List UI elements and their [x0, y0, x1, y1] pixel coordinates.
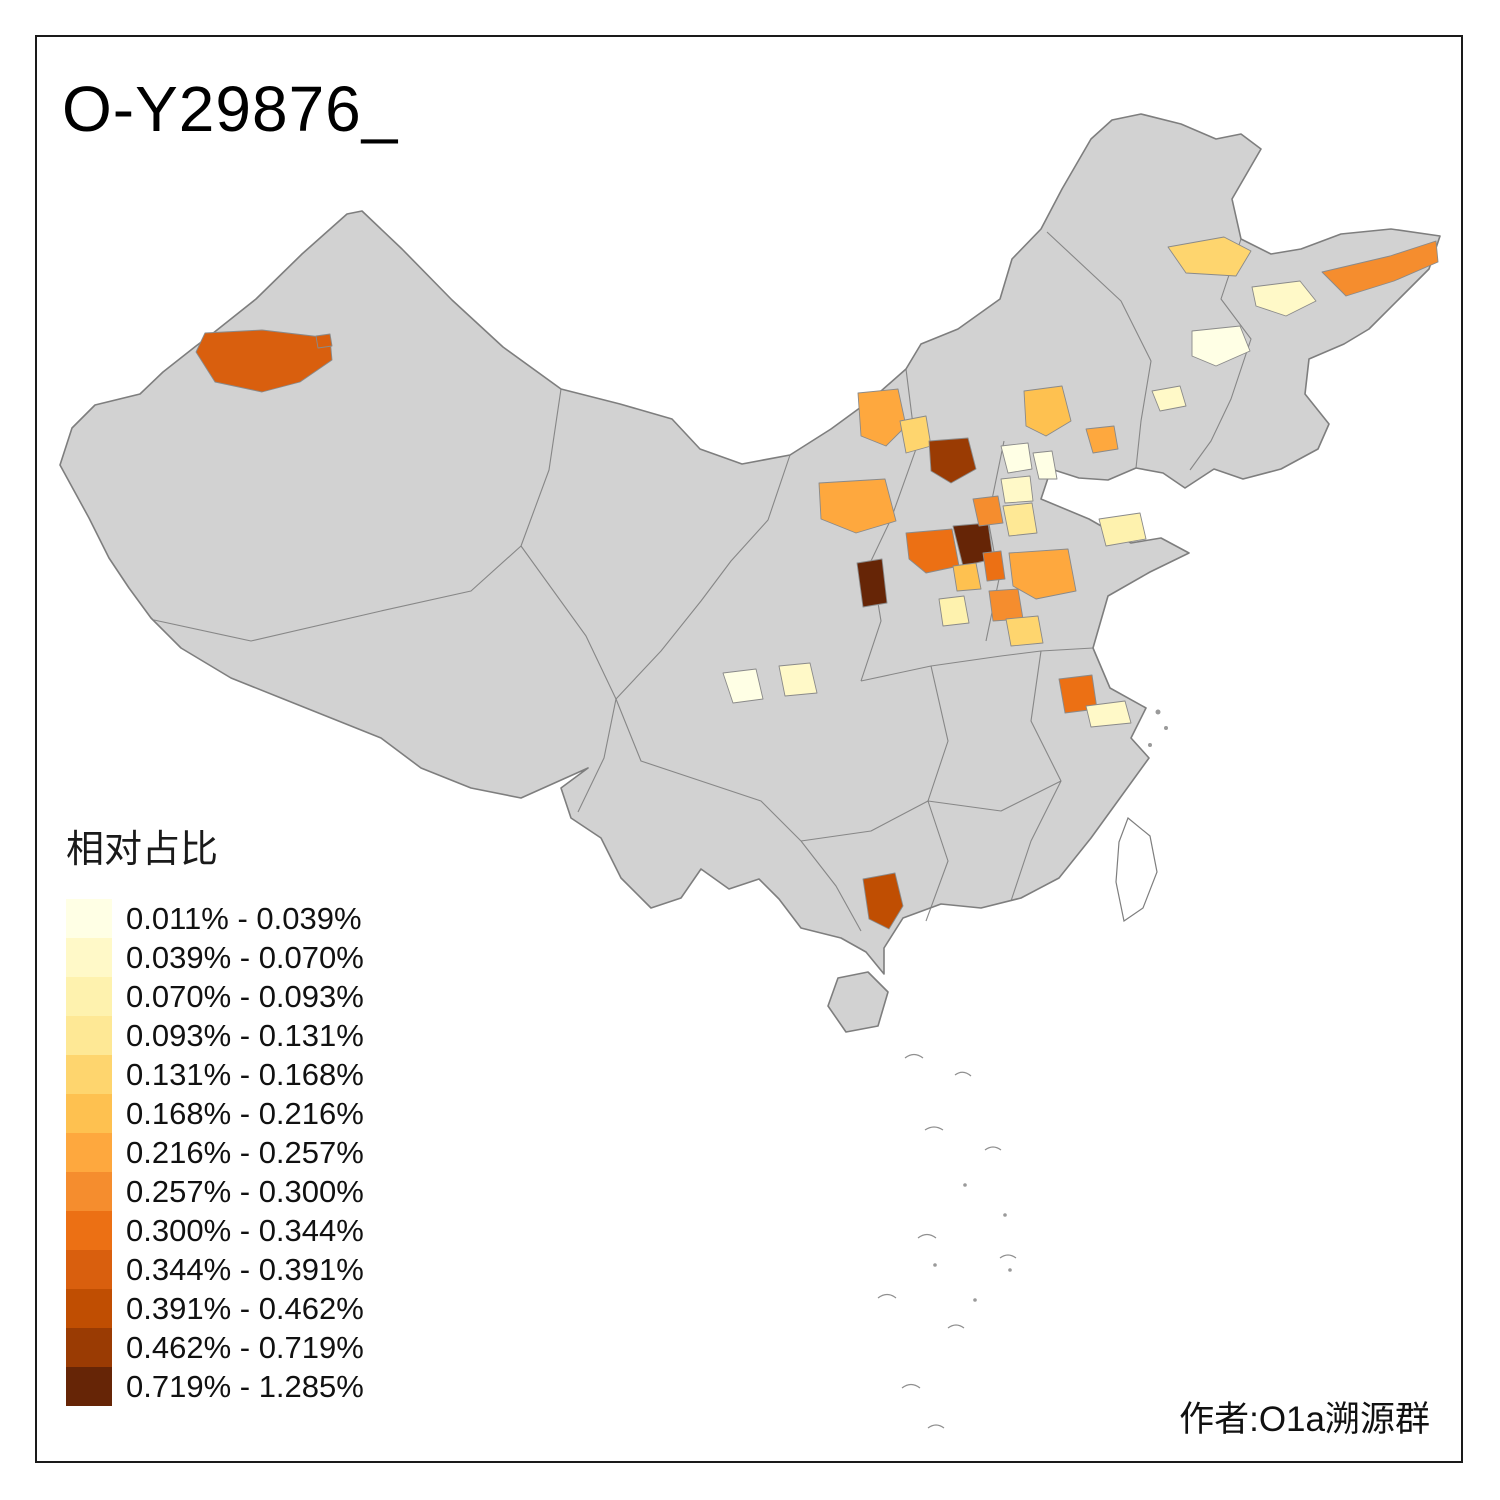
map-region-ne-pale-low[interactable] — [1191, 325, 1251, 367]
legend-item: 0.216% - 0.257% — [66, 1133, 364, 1172]
legend-swatch — [66, 1367, 112, 1406]
map-region-ne-pale-small[interactable] — [1151, 385, 1187, 412]
chart-title: O-Y29876_ — [62, 73, 399, 145]
legend-swatch — [66, 1055, 112, 1094]
legend-swatch — [66, 938, 112, 977]
legend-swatch — [66, 1094, 112, 1133]
legend-swatch — [66, 1172, 112, 1211]
legend-swatch — [66, 977, 112, 1016]
map-region-tianjin-pale[interactable] — [1032, 450, 1058, 480]
legend-swatch — [66, 1211, 112, 1250]
map-region-im-west-orange[interactable] — [857, 388, 907, 447]
legend-item: 0.462% - 0.719% — [66, 1328, 364, 1367]
legend-swatch — [66, 1250, 112, 1289]
highlighted-regions-layer — [195, 236, 1439, 930]
legend-title: 相对占比 — [66, 829, 219, 871]
legend-label: 0.131% - 0.168% — [126, 1056, 364, 1092]
author-credit: 作者:O1a溯源群 — [1179, 1400, 1430, 1439]
legend-label: 0.300% - 0.344% — [126, 1212, 364, 1248]
legend-item: 0.011% - 0.039% — [66, 899, 364, 938]
map-region-shandong-west[interactable] — [1008, 548, 1077, 600]
legend-item: 0.131% - 0.168% — [66, 1055, 364, 1094]
legend-label: 0.719% - 1.285% — [126, 1368, 364, 1404]
map-region-shanxi-orange[interactable] — [972, 495, 1004, 527]
legend-item: 0.168% - 0.216% — [66, 1094, 364, 1133]
legend-label: 0.070% - 0.093% — [126, 978, 364, 1014]
map-region-shijiazhuang-light[interactable] — [1002, 502, 1038, 537]
legend-swatch — [66, 1328, 112, 1367]
legend-swatch — [66, 899, 112, 938]
china-mainland — [59, 113, 1441, 975]
legend-label: 0.344% - 0.391% — [126, 1251, 364, 1287]
taiwan-island — [1115, 817, 1158, 923]
legend-swatch — [66, 1133, 112, 1172]
map-region-im-east-orange[interactable] — [1023, 385, 1072, 437]
map-region-ordos-orange[interactable] — [818, 478, 897, 534]
legend-item: 0.719% - 1.285% — [66, 1367, 364, 1406]
legend-item: 0.391% - 0.462% — [66, 1289, 364, 1328]
map-region-shandong-pen-pale[interactable] — [1098, 512, 1147, 547]
legend: 相对占比 0.011% - 0.039% 0.039% - 0.070% 0.070… — [66, 818, 364, 1406]
map-region-guangxi-dark[interactable] — [862, 872, 904, 930]
map-region-beijing-pale[interactable] — [1000, 442, 1033, 474]
legend-label: 0.168% - 0.216% — [126, 1095, 364, 1131]
map-region-sichuan-pale-b[interactable] — [778, 662, 818, 697]
islands — [827, 709, 1168, 1033]
map-region-shaanbei-orange[interactable] — [905, 528, 960, 574]
legend-swatch — [66, 1289, 112, 1328]
legend-item: 0.257% - 0.300% — [66, 1172, 364, 1211]
map-region-guanzhong-pale[interactable] — [938, 595, 970, 627]
legend-label: 0.462% - 0.719% — [126, 1329, 364, 1365]
map-region-north-dark[interactable] — [928, 437, 977, 484]
province-borders — [153, 231, 1252, 932]
map-region-liaoning-west[interactable] — [1085, 425, 1119, 454]
map-region-ne-pale-mid[interactable] — [1251, 280, 1317, 317]
legend-label: 0.011% - 0.039% — [126, 900, 362, 936]
legend-item: 0.300% - 0.344% — [66, 1211, 364, 1250]
legend-item: 0.093% - 0.131% — [66, 1016, 364, 1055]
map-region-linfen-orange[interactable] — [952, 562, 982, 592]
map-region-jinzhong-orange[interactable] — [982, 550, 1006, 582]
map-region-central-darkest-b[interactable] — [856, 558, 888, 608]
map-region-ne-north[interactable] — [1167, 236, 1252, 277]
hainan-island — [827, 971, 889, 1033]
map-region-northwest-dot[interactable] — [315, 333, 333, 349]
map-region-hebei-pale[interactable] — [1000, 475, 1034, 504]
legend-item: 0.070% - 0.093% — [66, 977, 364, 1016]
legend-item: 0.039% - 0.070% — [66, 938, 364, 977]
legend-swatch — [66, 1016, 112, 1055]
legend-item: 0.344% - 0.391% — [66, 1250, 364, 1289]
map-region-henan-light[interactable] — [1005, 615, 1044, 647]
legend-label: 0.093% - 0.131% — [126, 1017, 364, 1053]
legend-label: 0.216% - 0.257% — [126, 1134, 364, 1170]
map-region-jiangsu-pale[interactable] — [1085, 700, 1132, 728]
legend-items: 0.011% - 0.039% 0.039% - 0.070% 0.070% - 0… — [66, 899, 364, 1406]
map-region-sichuan-pale-a[interactable] — [722, 668, 764, 704]
legend-label: 0.391% - 0.462% — [126, 1290, 364, 1326]
legend-label: 0.039% - 0.070% — [126, 939, 364, 975]
legend-label: 0.257% - 0.300% — [126, 1173, 364, 1209]
south-china-sea-marks — [877, 1053, 1017, 1429]
map-region-ne-east-orange[interactable] — [1321, 240, 1439, 297]
map-region-northwest-large[interactable] — [195, 329, 333, 393]
map-region-im-light[interactable] — [899, 415, 932, 454]
map-region-henan-west-orange[interactable] — [988, 588, 1024, 622]
